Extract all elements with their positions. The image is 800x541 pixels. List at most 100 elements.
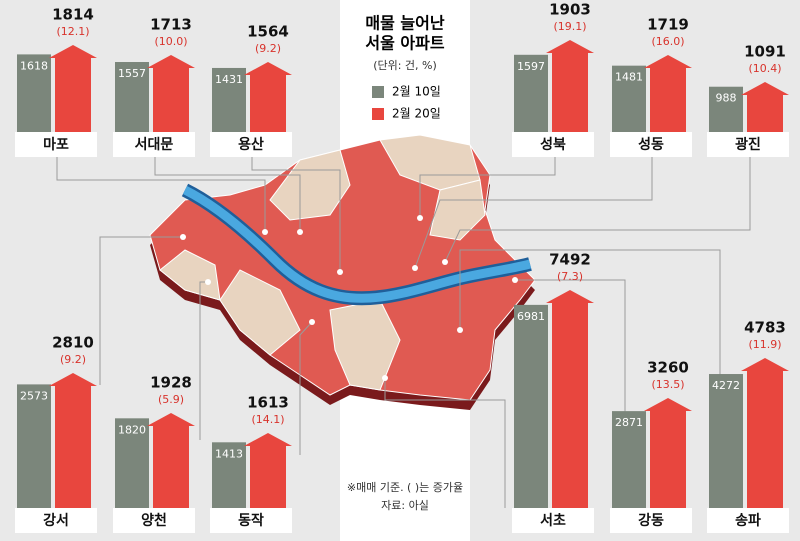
bar [212,67,246,132]
bar-value: 1564 [247,23,289,41]
bar-value: 2871 [615,416,643,429]
label-box [610,132,692,157]
growth-label: (11.9) [748,338,781,351]
growth-label: (10.4) [748,62,781,75]
connector-dots [180,215,518,381]
arrow-bar [644,398,692,508]
bar-value: 1091 [744,43,786,61]
arrow-bar [546,40,594,132]
bar-value: 1413 [215,447,243,460]
bar-value: 1713 [150,16,192,34]
label-box [512,132,594,157]
district-label: 강서 [43,512,69,529]
district-label: 동작 [238,512,264,529]
bar [612,411,646,508]
growth-label: (9.2) [60,353,86,366]
label-box [210,508,292,533]
label-box [610,508,692,533]
map [149,134,536,410]
bar-value: 1613 [247,394,289,412]
bar-value: 1618 [20,59,48,72]
growth-label: (5.9) [158,393,184,406]
bar [709,374,743,508]
growth-label: (10.0) [154,35,187,48]
bar [17,384,51,508]
arrow-bar [741,358,789,508]
label-box [210,132,292,157]
district [269,149,351,221]
bar-value: 4783 [744,319,786,337]
label-box [512,508,594,533]
bar-value: 1431 [215,73,243,86]
growth-label: (19.1) [553,20,586,33]
district-label: 강동 [638,512,664,529]
bar-value: 1557 [118,67,146,80]
growth-label: (12.1) [56,25,89,38]
arrow-bar [741,82,789,132]
title-line: 매물 늘어난 [365,14,444,33]
district-label: 서대문 [135,137,174,153]
district-label: 성북 [540,137,566,153]
note: ※매매 기준. ( )는 증가율 [347,481,463,494]
legend-swatch [372,86,384,98]
arrow-bar [244,62,292,132]
district-label: 용산 [238,136,264,153]
bar [514,304,548,508]
bar-value: 2573 [20,389,48,402]
bar [212,442,246,508]
label-box [707,132,789,157]
bar-value: 988 [716,92,737,105]
arrow-bar [244,433,292,508]
bar-value: 7492 [549,251,591,269]
bar [115,62,149,132]
district [219,269,301,356]
growth-label: (7.3) [557,270,583,283]
legend-swatch [372,108,384,120]
arrow-bar [49,45,97,132]
bar [709,86,743,132]
district [159,249,221,301]
bar-value: 1928 [150,374,192,392]
bar [514,54,548,132]
arrow-bar [644,55,692,132]
bar-value: 1597 [517,60,545,73]
bar-value: 1820 [118,423,146,436]
connectors [56,157,751,508]
label-box [707,508,789,533]
label-box [15,508,97,533]
arrow-bar [49,373,97,508]
arrow-bar [147,413,195,508]
district [429,179,486,241]
growth-label: (13.5) [651,378,684,391]
district-label: 마포 [43,137,69,153]
bar-value: 4272 [712,379,740,392]
river [182,185,532,303]
label-box [15,132,97,157]
arrow-bar [546,290,594,508]
legend-label: 2월 20일 [392,107,441,121]
bar-value: 1903 [549,1,591,19]
district-label: 성동 [638,137,664,153]
growth-label: (14.1) [251,413,284,426]
bar-value: 1719 [647,16,689,34]
growth-label: (16.0) [651,35,684,48]
bar [612,65,646,132]
arrow-bar [147,55,195,132]
source: 자료: 아실 [381,499,429,512]
label-box [113,132,195,157]
bar-value: 6981 [517,310,545,323]
unit: (단위: 건, %) [373,59,437,72]
bar [115,418,149,508]
district-label: 송파 [735,513,761,529]
district-label: 광진 [735,136,761,153]
growth-label: (9.2) [255,42,281,55]
label-box [113,508,195,533]
district-label: 서초 [540,513,566,529]
bar-value: 3260 [647,359,689,377]
district-label: 양천 [141,513,167,529]
title-line: 서울 아파트 [365,34,444,53]
bar-value: 1481 [615,71,643,84]
bar-value: 1814 [52,6,94,24]
bar [17,54,51,132]
